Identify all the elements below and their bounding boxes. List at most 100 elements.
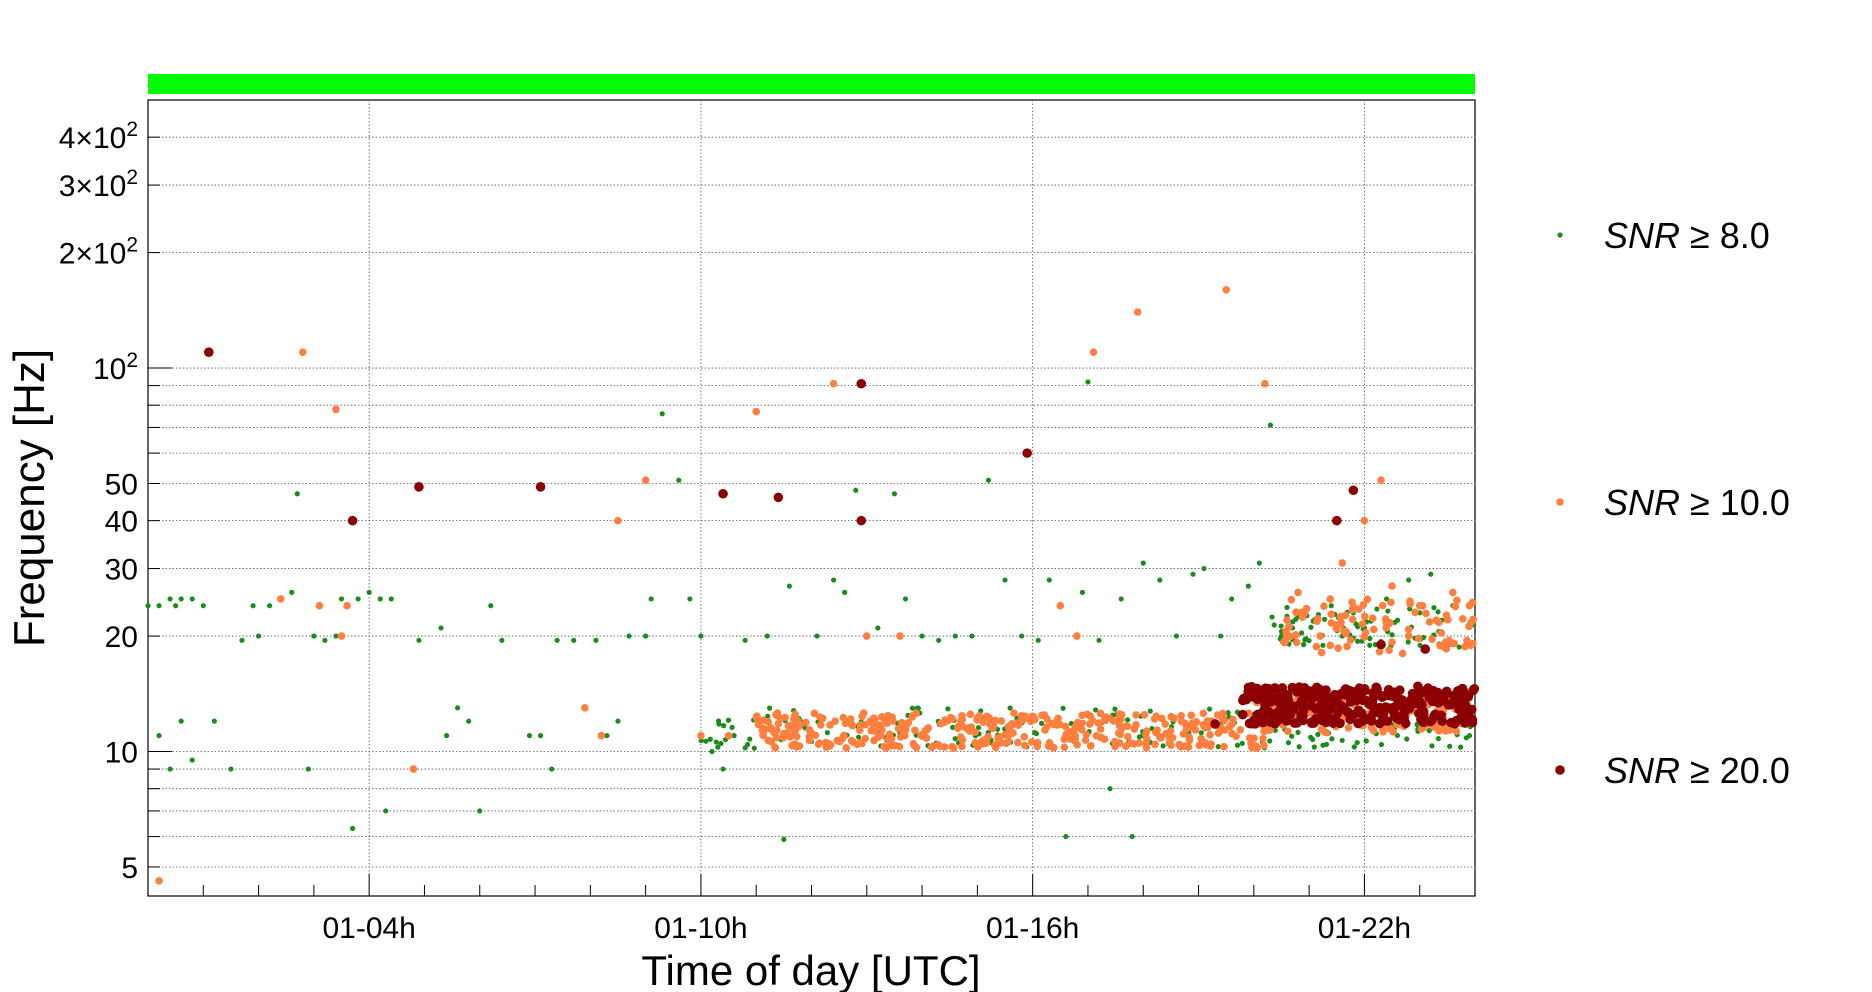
data-point — [1326, 641, 1335, 650]
data-point — [1334, 644, 1342, 653]
data-point — [1343, 707, 1353, 717]
data-point — [1061, 722, 1070, 731]
data-point — [887, 742, 896, 750]
data-point — [1359, 684, 1370, 694]
data-point — [949, 744, 958, 752]
data-point — [1234, 742, 1241, 748]
data-point — [862, 632, 871, 640]
data-point — [1458, 687, 1469, 697]
data-point — [953, 724, 962, 732]
y-tick-label: 5 — [121, 852, 138, 885]
data-point — [1329, 736, 1335, 742]
data-point — [1253, 744, 1261, 752]
data-point — [1299, 630, 1305, 636]
data-point — [1285, 623, 1293, 631]
data-point — [901, 726, 910, 735]
data-point — [891, 491, 898, 497]
data-point — [721, 723, 727, 729]
data-point — [1245, 583, 1251, 589]
data-point — [1440, 724, 1448, 732]
data-point — [1298, 608, 1306, 617]
data-point — [1267, 738, 1273, 744]
data-point — [477, 808, 483, 814]
data-point — [1344, 723, 1353, 732]
data-point — [1247, 718, 1257, 728]
data-point — [1374, 718, 1385, 729]
data-point — [747, 736, 753, 742]
data-point — [1404, 625, 1413, 634]
data-point — [842, 744, 851, 752]
data-point — [1458, 615, 1467, 623]
data-point — [1260, 683, 1271, 693]
data-point — [1263, 693, 1274, 704]
data-point — [1232, 732, 1240, 741]
data-point — [1360, 633, 1369, 641]
data-point — [1033, 738, 1042, 747]
data-point — [731, 733, 737, 739]
data-point — [1313, 617, 1321, 626]
data-point — [1085, 720, 1094, 728]
data-point — [1466, 619, 1475, 627]
data-point — [1435, 736, 1442, 742]
data-point — [294, 491, 300, 497]
data-point — [1451, 602, 1460, 611]
data-point — [1284, 727, 1292, 736]
legend-label: SNR ≥ 10.0 — [1604, 482, 1790, 523]
data-point — [156, 603, 162, 609]
data-point — [902, 596, 909, 602]
data-point — [867, 726, 875, 735]
data-point — [1411, 698, 1422, 709]
data-point — [1360, 612, 1369, 621]
data-point — [1283, 616, 1291, 625]
data-point — [1284, 604, 1290, 611]
data-point — [1348, 605, 1357, 614]
data-point — [791, 727, 799, 736]
plot-frame — [147, 99, 1476, 897]
data-point — [896, 732, 905, 741]
data-point — [831, 577, 837, 583]
data-point — [1317, 648, 1326, 657]
data-point — [1348, 615, 1357, 624]
data-point — [1168, 733, 1177, 742]
data-point — [1367, 635, 1373, 642]
legend-marker — [1557, 232, 1563, 238]
data-point — [1346, 636, 1355, 644]
data-point — [1364, 699, 1375, 710]
data-point — [1132, 721, 1140, 729]
data-point — [841, 719, 850, 728]
data-point — [856, 515, 867, 526]
data-point — [853, 487, 859, 493]
data-point — [831, 717, 839, 726]
data-point — [826, 741, 835, 749]
data-point — [1378, 601, 1387, 610]
data-point — [1310, 736, 1316, 743]
data-point — [936, 637, 942, 643]
data-point — [1387, 598, 1395, 607]
y-tick-label: 4×102 — [59, 118, 138, 155]
data-point — [846, 715, 855, 723]
data-point — [1461, 715, 1472, 726]
data-point — [810, 709, 819, 718]
data-point — [1201, 565, 1207, 572]
data-point — [1181, 742, 1189, 750]
data-point — [1338, 559, 1347, 567]
data-point — [1285, 707, 1295, 718]
data-point — [857, 738, 865, 747]
data-point — [1389, 689, 1400, 699]
y-tick-label: 3×102 — [59, 166, 138, 203]
grid-lines — [148, 100, 1475, 896]
data-point — [1363, 738, 1369, 744]
data-point — [909, 739, 918, 748]
data-point — [1287, 595, 1296, 604]
data-point — [1351, 744, 1357, 750]
data-point — [1229, 715, 1237, 724]
data-point — [1454, 695, 1464, 705]
data-point — [875, 625, 881, 631]
data-point — [802, 718, 810, 727]
data-point — [1339, 737, 1345, 744]
data-point — [1115, 721, 1124, 730]
data-point — [1320, 602, 1328, 611]
data-point — [1425, 618, 1434, 626]
data-point — [1465, 601, 1474, 610]
data-point — [1394, 617, 1401, 623]
